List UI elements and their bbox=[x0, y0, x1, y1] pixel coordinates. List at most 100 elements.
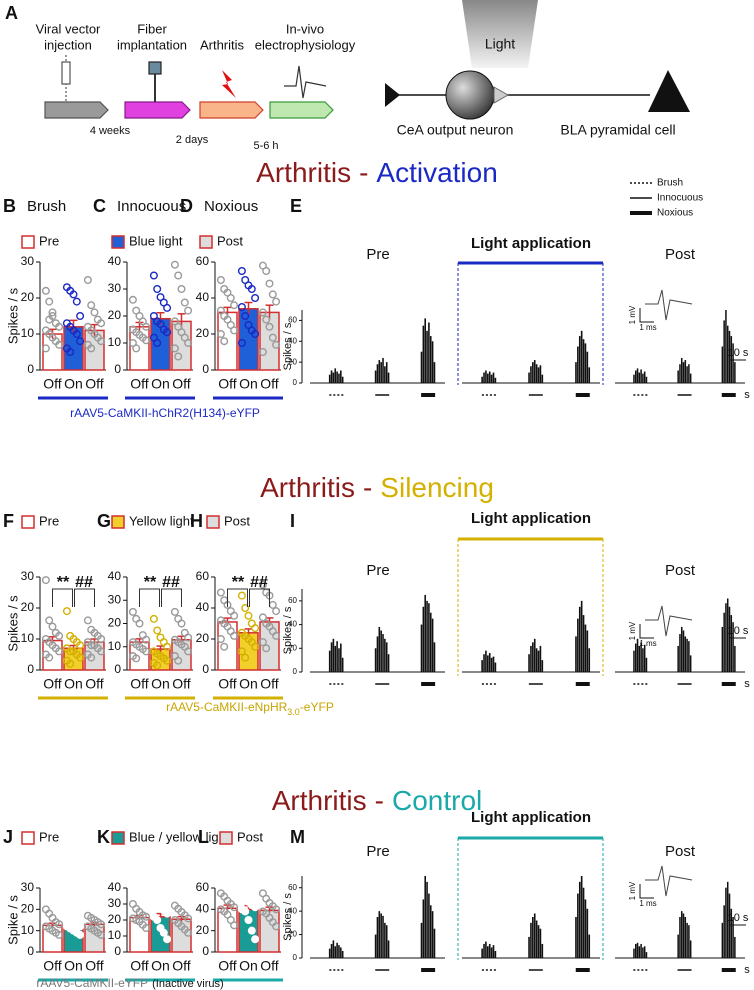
data-point bbox=[76, 922, 85, 931]
data-point bbox=[45, 297, 54, 306]
x-tick-label: Off bbox=[43, 376, 62, 392]
spike-bin bbox=[732, 343, 734, 383]
y-tick-label: 40 bbox=[288, 620, 297, 629]
data-point bbox=[62, 607, 71, 616]
y-tick-label: 20 bbox=[196, 326, 210, 340]
data-point bbox=[230, 326, 239, 335]
data-point bbox=[184, 928, 193, 937]
spike-bin bbox=[634, 643, 637, 672]
spike-bin bbox=[580, 876, 583, 958]
y-tick-label: 20 bbox=[196, 923, 210, 937]
legend-swatch bbox=[21, 235, 35, 249]
data-point bbox=[76, 312, 85, 321]
spike-bin bbox=[726, 598, 729, 672]
x-tick-label: On bbox=[64, 376, 83, 392]
y-tick-label: 20 bbox=[288, 643, 297, 652]
spike-bin bbox=[433, 362, 436, 383]
legend-label: Yellow light bbox=[129, 513, 194, 528]
data-point bbox=[76, 653, 85, 662]
data-point bbox=[142, 635, 151, 644]
spike-bin bbox=[734, 362, 736, 383]
spike-bin bbox=[332, 372, 335, 383]
legend-label: Post bbox=[237, 829, 263, 844]
segment-label: Pre bbox=[366, 843, 389, 860]
spike-bin bbox=[494, 950, 497, 958]
spike-bin bbox=[679, 634, 681, 672]
spike-bin bbox=[734, 936, 736, 958]
spike-bin bbox=[634, 370, 637, 383]
data-point bbox=[216, 330, 225, 339]
spike-waveform bbox=[645, 289, 693, 321]
y-tick-label: 0 bbox=[114, 944, 121, 958]
spike-bin bbox=[633, 374, 635, 383]
spike-bin bbox=[642, 947, 644, 958]
x-tick-label: Off bbox=[43, 958, 62, 974]
data-point bbox=[97, 319, 106, 328]
panel-label: K bbox=[97, 827, 110, 847]
legend-label: Post bbox=[217, 233, 243, 248]
y-tick-label: 20 bbox=[288, 930, 297, 939]
data-point bbox=[220, 596, 229, 605]
data-point bbox=[153, 285, 162, 294]
spike-bin bbox=[328, 374, 331, 383]
spike-bin bbox=[643, 946, 646, 958]
data-point bbox=[230, 611, 239, 620]
title-condition: Activation bbox=[376, 157, 497, 188]
data-point bbox=[45, 315, 54, 324]
data-point bbox=[251, 903, 260, 912]
y-tick-label: 20 bbox=[288, 357, 297, 366]
data-point bbox=[48, 308, 57, 317]
panel-label: M bbox=[290, 827, 305, 847]
y-tick-label: 10 bbox=[108, 335, 122, 349]
spike-bin bbox=[580, 330, 583, 383]
spike-bin bbox=[340, 947, 342, 958]
data-point bbox=[83, 616, 92, 625]
data-point bbox=[163, 303, 172, 312]
y-tick-label: 30 bbox=[108, 896, 122, 910]
data-point bbox=[230, 301, 239, 310]
y-tick-label: 30 bbox=[108, 281, 122, 295]
legend-swatch bbox=[206, 515, 220, 529]
spike-bin bbox=[488, 371, 491, 383]
data-point bbox=[149, 271, 158, 280]
data-point bbox=[251, 330, 260, 339]
y-tick-label: 0 bbox=[27, 662, 34, 676]
data-point bbox=[174, 656, 183, 665]
y-tick-label: 10 bbox=[108, 639, 122, 653]
y-tick-label: 0 bbox=[202, 944, 209, 958]
y-axis-label: Spikes / s bbox=[282, 606, 294, 654]
data-point bbox=[262, 267, 271, 276]
spike-bin bbox=[689, 373, 692, 383]
spike-bin bbox=[330, 642, 333, 672]
data-point bbox=[258, 348, 267, 357]
data-point bbox=[153, 626, 162, 635]
spike-bin bbox=[634, 943, 637, 958]
x-unit: s bbox=[744, 389, 750, 401]
spike-bin bbox=[586, 630, 589, 672]
spike-bin bbox=[725, 310, 727, 383]
spike-bin bbox=[487, 946, 489, 958]
spike-bin bbox=[338, 945, 340, 958]
y-tick-label: 20 bbox=[196, 631, 210, 645]
spike-bin bbox=[488, 653, 491, 672]
data-point bbox=[87, 653, 96, 662]
x-tick-label: Off bbox=[260, 376, 279, 392]
spike-bin bbox=[374, 934, 377, 958]
data-point bbox=[237, 647, 246, 656]
legend-label: Pre bbox=[39, 233, 59, 248]
spike-bin bbox=[424, 318, 426, 383]
panel-title: Brush bbox=[27, 198, 66, 215]
data-point bbox=[180, 298, 189, 307]
spike-bin bbox=[640, 642, 642, 672]
spike-bin bbox=[528, 372, 530, 383]
spike-bin bbox=[330, 943, 333, 958]
panel-label: E bbox=[290, 196, 302, 216]
spike-bin bbox=[721, 346, 724, 383]
spike-bin bbox=[429, 336, 432, 383]
virus-note: (Inactive virus) bbox=[152, 978, 224, 990]
data-point bbox=[268, 290, 277, 299]
step-label: implantation bbox=[117, 37, 187, 52]
spike-bin bbox=[494, 377, 497, 383]
legend-label: Brush bbox=[657, 178, 683, 189]
y-tick-label: 40 bbox=[108, 569, 122, 583]
